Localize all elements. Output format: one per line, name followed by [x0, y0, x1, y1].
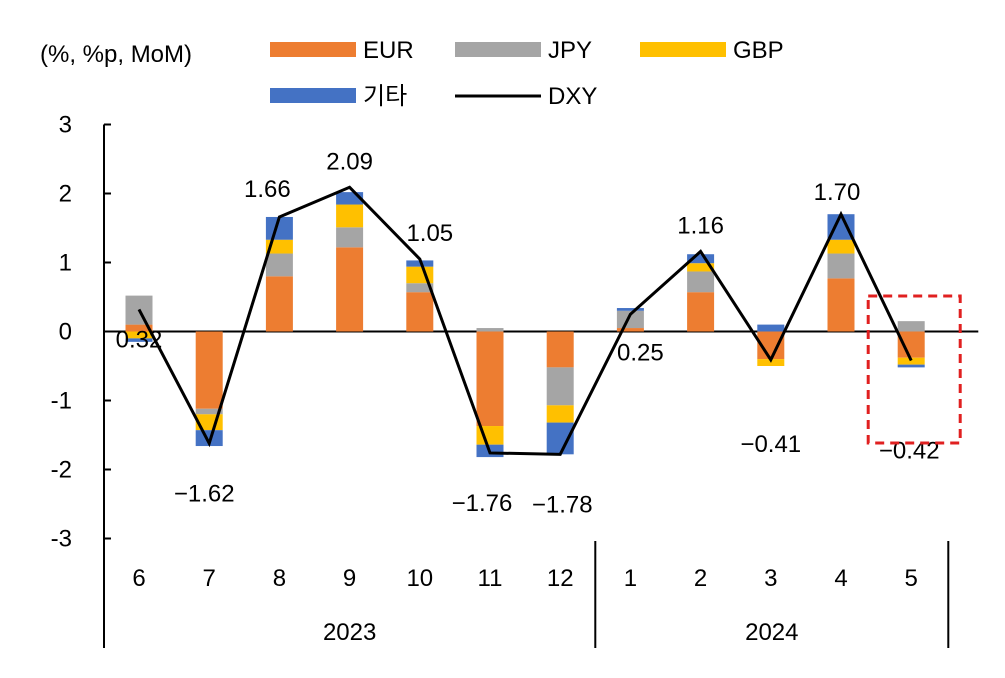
data-label-3: −0.41	[740, 431, 801, 458]
x-group-label: 2024	[745, 619, 798, 646]
bar-eur-9	[336, 247, 364, 332]
bar-gbp-6	[125, 331, 153, 339]
x-tick-label: 8	[273, 565, 286, 592]
bar-기타-2	[687, 254, 715, 264]
data-label-12: −1.78	[532, 491, 593, 518]
bar-eur-11	[476, 331, 504, 427]
bar-jpy-5	[897, 321, 925, 332]
bar-jpy-9	[336, 227, 364, 248]
bar-eur-6	[125, 324, 153, 332]
bar-eur-5	[897, 331, 925, 358]
bar-jpy-2	[687, 271, 715, 293]
x-tick-label: 1	[624, 565, 637, 592]
data-label-6: 0.32	[116, 326, 163, 353]
bar-기타-1	[616, 308, 644, 311]
bar-기타-10	[406, 260, 434, 267]
bar-jpy-4	[827, 253, 855, 279]
bar-기타-7	[195, 430, 223, 447]
highlight-box	[866, 294, 962, 445]
legend-swatch-jpy	[455, 42, 541, 57]
data-label-9: 2.09	[326, 148, 373, 175]
bar-eur-12	[546, 331, 574, 368]
x-tick-label: 10	[406, 565, 433, 592]
bar-gbp-3	[757, 359, 785, 366]
bar-gbp-9	[336, 204, 364, 228]
highlight-layer	[866, 294, 962, 445]
bar-gbp-4	[827, 239, 855, 254]
data-label-11: −1.76	[452, 490, 513, 517]
bar-jpy-10	[406, 283, 434, 293]
x-tick-label: 4	[834, 565, 847, 592]
x-tick-label: 3	[764, 565, 777, 592]
legend-label-dxy: DXY	[548, 83, 597, 110]
bar-기타-3	[757, 324, 785, 332]
data-label-8: 1.66	[244, 176, 291, 203]
x-tick-label: 12	[547, 565, 574, 592]
data-labels: 0.32 −1.62 1.66 2.09 1.05 −1.76 −1.78 0.25 1.16 −…	[116, 148, 940, 518]
legend-label-gbp: GBP	[733, 37, 784, 64]
bar-eur-10	[406, 292, 434, 332]
y-tick-label: -2	[51, 457, 72, 484]
legend-swatch-기타	[270, 88, 356, 103]
x-tick-label: 6	[132, 565, 145, 592]
legend-label-jpy: JPY	[548, 37, 592, 64]
x-tick-label: 11	[478, 565, 503, 592]
x-group-label: 2023	[323, 619, 376, 646]
legend-swatch-gbp	[640, 42, 726, 57]
bar-jpy-7	[195, 408, 223, 415]
data-label-10: 1.05	[406, 220, 453, 247]
y-tick-label: 2	[59, 181, 72, 208]
legend-swatch-eur	[270, 42, 356, 57]
y-tick-label: 0	[59, 319, 72, 346]
x-tick-label: 5	[905, 565, 918, 592]
x-tick-label: 7	[203, 565, 216, 592]
bar-eur-7	[195, 331, 223, 409]
bar-eur-4	[827, 278, 855, 332]
y-tick-label: -3	[51, 526, 72, 553]
data-label-1: 0.25	[617, 339, 664, 366]
bar-기타-6	[125, 338, 153, 342]
y-tick-label: 1	[59, 250, 72, 277]
bar-gbp-2	[687, 263, 715, 272]
bar-gbp-10	[406, 266, 434, 284]
unit-label: (%, %p, MoM)	[40, 41, 192, 68]
data-label-7: −1.62	[174, 480, 235, 507]
bar-기타-5	[897, 364, 925, 368]
legend-label-기타: 기타	[363, 83, 407, 110]
x-tick-label: 2	[694, 565, 707, 592]
dxy-line-layer	[137, 185, 913, 456]
bar-gbp-5	[897, 357, 925, 365]
y-tick-label: -1	[51, 388, 72, 415]
legend-label-eur: EUR	[363, 37, 414, 64]
bar-eur-8	[265, 276, 293, 332]
bar-eur-2	[687, 292, 715, 332]
y-axis: 3 2 1 0 -1 -2 -3	[51, 112, 111, 553]
bar-jpy-12	[546, 367, 574, 406]
bar-jpy-1	[616, 310, 644, 329]
legend: EUR JPY GBP 기타 DXY	[270, 37, 784, 110]
bar-jpy-11	[476, 328, 504, 332]
data-label-4: 1.70	[814, 179, 861, 206]
data-label-2: 1.16	[677, 212, 724, 239]
bar-eur-1	[616, 328, 644, 332]
y-tick-label: 3	[59, 112, 72, 139]
bar-jpy-8	[265, 253, 293, 277]
dxy-line	[137, 185, 913, 456]
bar-gbp-12	[546, 405, 574, 423]
x-tick-label: 9	[343, 565, 356, 592]
